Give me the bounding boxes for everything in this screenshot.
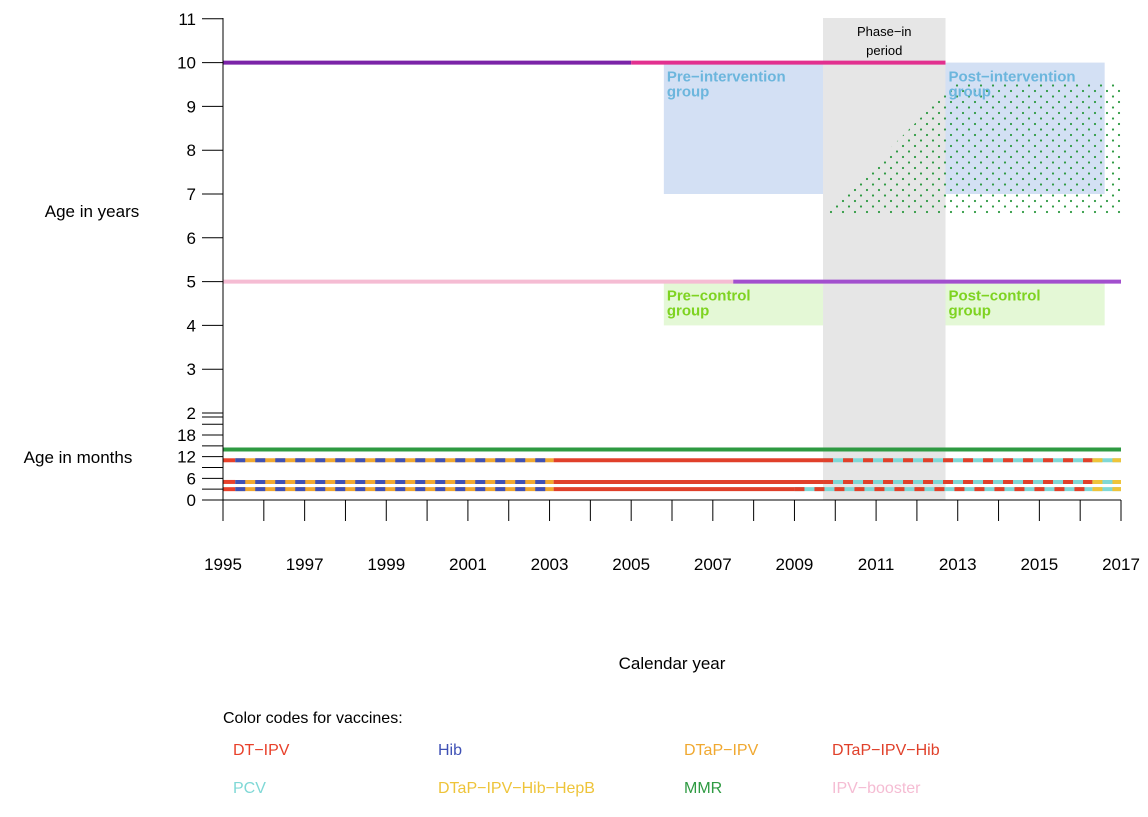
dotted-target-region: [823, 82, 1121, 216]
y-tick-label: 9: [187, 97, 196, 116]
group-label: group: [667, 303, 710, 320]
y-tick-label: 11: [178, 10, 196, 29]
y-tick-label: 3: [187, 360, 196, 379]
x-tick-label: 2017: [1102, 555, 1140, 574]
phase-in-label: period: [866, 43, 902, 58]
legend-item: Hib: [438, 742, 462, 759]
phase-in-band: [823, 18, 946, 500]
background-layer: [663, 18, 1121, 500]
group-label: Pre−control: [667, 288, 751, 305]
y-tick-label: 12: [177, 448, 196, 467]
legend-layer: Color codes for vaccines: DT−IPV Hib DTaP−I…: [223, 710, 940, 797]
y-tick-label: 0: [187, 491, 196, 510]
legend-item: DTaP−IPV: [684, 742, 759, 759]
legend-item: DTaP−IPV−Hib−HepB: [438, 780, 595, 797]
x-tick-label: 2005: [612, 555, 650, 574]
group-label: group: [667, 84, 710, 101]
group-label: Pre−intervention: [667, 69, 786, 86]
legend-item: DT−IPV: [233, 742, 290, 759]
y-tick-label: 4: [187, 316, 196, 335]
labels-layer: 2 3 4 5 6 7 8 9 10 11 0 6 12 18 1995 1997 1999 2001 2003 20…: [24, 10, 1140, 673]
x-tick-label: 1995: [204, 555, 242, 574]
group-label: group: [948, 84, 991, 101]
x-tick-label: 2013: [939, 555, 977, 574]
y-tick-label: 6: [187, 229, 196, 248]
y-tick-label: 18: [177, 426, 196, 445]
group-label: group: [948, 303, 991, 320]
x-tick-label: 2009: [776, 555, 814, 574]
x-tick-label: 2003: [531, 555, 569, 574]
legend-item: PCV: [233, 780, 266, 797]
schedule-lines-layer: [223, 60, 1121, 492]
x-tick-label: 2001: [449, 555, 487, 574]
group-label: Post−control: [948, 288, 1040, 305]
group-label: Post−intervention: [948, 69, 1075, 86]
group-box: [663, 62, 824, 194]
axes-layer: [202, 18, 1122, 521]
y-tick-label: 7: [187, 185, 196, 204]
legend-item: IPV−booster: [832, 780, 921, 797]
y-tick-label: 10: [177, 54, 196, 73]
x-tick-label: 1997: [286, 555, 324, 574]
x-tick-label: 2015: [1020, 555, 1058, 574]
legend-item: MMR: [684, 780, 722, 797]
group-box: [663, 281, 824, 326]
x-tick-label: 1999: [367, 555, 405, 574]
y-tick-label: 5: [187, 273, 196, 292]
y-axis-title-years: Age in years: [45, 202, 140, 221]
x-tick-label: 2011: [858, 555, 895, 574]
y-tick-label: 8: [187, 141, 196, 160]
legend-title: Color codes for vaccines:: [223, 710, 403, 727]
x-tick-label: 2007: [694, 555, 732, 574]
y-tick-label: 2: [187, 404, 196, 423]
x-axis-title: Calendar year: [619, 654, 726, 673]
legend-item: DTaP−IPV−Hib: [832, 742, 940, 759]
y-axis-title-months: Age in months: [24, 448, 133, 467]
phase-in-label: Phase−in: [857, 24, 912, 39]
y-tick-label: 6: [187, 469, 196, 488]
group-box: [945, 281, 1105, 326]
